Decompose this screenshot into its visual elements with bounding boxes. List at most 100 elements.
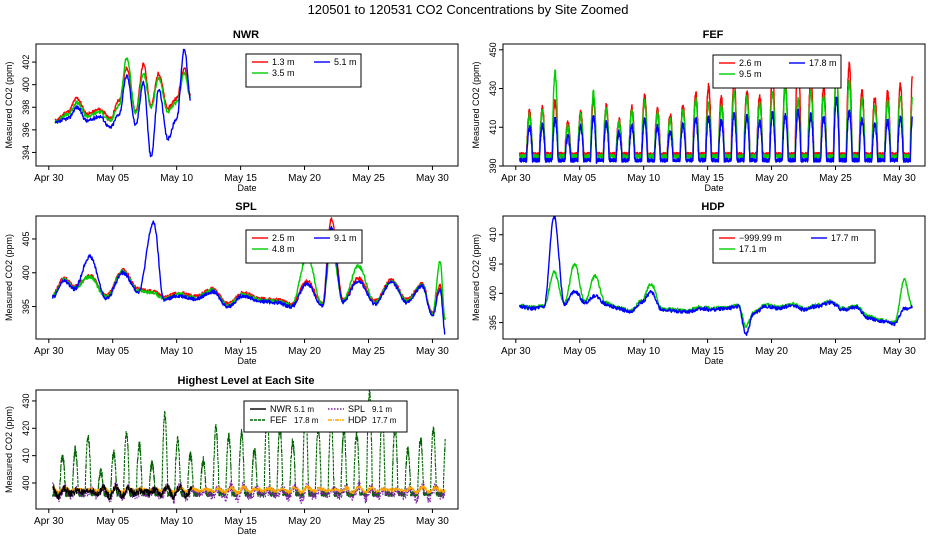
y-tick-label: 400 (21, 265, 31, 280)
x-tick-label: May 15 (691, 173, 724, 184)
x-tick-label: Apr 30 (501, 173, 531, 184)
legend-label: 17.8 m (809, 58, 837, 68)
panel-highest-level: Highest Level at Each Site Apr 30 May 05 Ma… (4, 375, 459, 536)
plot-frame (35, 43, 459, 167)
x-tick-label: May 20 (288, 516, 321, 527)
legend-label: 5.1 m (334, 57, 357, 67)
x-axis-label: Date (237, 356, 256, 366)
y-tick-label: 405 (21, 231, 31, 246)
series-line-17-7-m (518, 216, 913, 336)
legend-height: 17.8 m (294, 416, 319, 425)
y-tick-label: 400 (21, 475, 31, 490)
y-axis-label: Measured CO2 (ppm) (471, 234, 481, 321)
x-axis-label: Date (704, 356, 723, 366)
x-tick-label: May 15 (224, 346, 257, 357)
x-tick-label: May 30 (416, 173, 449, 184)
y-tick-label: 395 (21, 299, 31, 314)
x-tick-label: May 10 (160, 173, 193, 184)
x-tick-label: May 25 (352, 516, 385, 527)
legend: 2.5 m 9.1 m 4.8 m (245, 229, 363, 264)
series-group (51, 217, 446, 335)
x-tick-label: May 05 (563, 173, 596, 184)
x-tick-label: Apr 30 (501, 346, 531, 357)
y-tick-label: 410 (21, 448, 31, 463)
legend-label: 2.5 m (272, 233, 295, 243)
legend-height: 17.7 m (372, 416, 397, 425)
panel-hdp: HDP Apr 30 May 05 May 10 May 15 May 20 May 25 M… (471, 201, 926, 366)
y-tick-label: 410 (488, 120, 498, 135)
legend-label: 1.3 m (272, 57, 295, 67)
series-line-17-8-m (519, 96, 913, 164)
x-tick-label: May 10 (160, 346, 193, 357)
legend-label: 9.5 m (739, 69, 762, 79)
legend: 1.3 m 5.1 m 3.5 m (245, 53, 362, 88)
plot-frame (502, 43, 926, 167)
panel-title: SPL (235, 201, 257, 213)
y-tick-label: 430 (21, 393, 31, 408)
legend-height: 9.1 m (372, 405, 392, 414)
series-line-nwr-5-1-m (52, 483, 193, 501)
x-tick-label: Apr 30 (34, 173, 64, 184)
y-tick-label: 390 (488, 158, 498, 173)
y-tick-label: 405 (488, 257, 498, 272)
legend-label: 4.8 m (272, 244, 295, 254)
legend-box (245, 53, 362, 88)
legend-label: 17.1 m (739, 244, 767, 254)
legend: 2.6 m 17.8 m 9.5 m (712, 54, 842, 89)
legend-label: −999.99 m (739, 233, 782, 243)
plot-frame (502, 215, 926, 340)
x-tick-label: May 30 (883, 173, 916, 184)
y-tick-label: 450 (488, 42, 498, 57)
panel-title: Highest Level at Each Site (178, 375, 315, 387)
series-group (54, 48, 191, 158)
legend: −999.99 m 17.7 m 17.1 m (712, 229, 876, 264)
legend: NWR 5.1 m SPL 9.1 m FEF 17.8 m HDP 17.7 m (243, 400, 408, 433)
plot-frame (35, 389, 459, 510)
panel-spl: SPL Apr 30 May 05 May 10 May 15 May 20 May 25 M… (4, 201, 459, 366)
x-tick-label: May 20 (755, 173, 788, 184)
x-axis-label: Date (704, 183, 723, 193)
x-tick-label: Apr 30 (34, 346, 64, 357)
panel-title: FEF (703, 29, 724, 41)
x-tick-label: May 20 (755, 346, 788, 357)
legend-box (243, 400, 408, 433)
legend-label: 3.5 m (272, 68, 295, 78)
x-tick-label: May 25 (352, 173, 385, 184)
x-tick-label: May 15 (224, 173, 257, 184)
x-tick-label: May 20 (288, 346, 321, 357)
panel-title: HDP (701, 201, 724, 213)
series-group (52, 390, 446, 505)
x-tick-label: May 15 (224, 516, 257, 527)
y-tick-label: 400 (21, 77, 31, 92)
legend-label: HDP (348, 415, 367, 425)
y-tick-label: 398 (21, 100, 31, 115)
y-tick-label: 420 (21, 421, 31, 436)
x-tick-label: May 10 (160, 516, 193, 527)
panel-title: NWR (233, 29, 259, 41)
y-tick-label: 430 (488, 81, 498, 96)
x-tick-label: May 30 (416, 516, 449, 527)
y-tick-label: 410 (488, 227, 498, 242)
series-group (518, 216, 913, 336)
y-axis-label: Measured CO2 (ppm) (471, 61, 481, 148)
legend-label: 2.6 m (739, 58, 762, 68)
legend-label: NWR (270, 404, 292, 414)
x-tick-label: May 30 (416, 346, 449, 357)
legend-label: FEF (270, 415, 288, 425)
y-tick-label: 400 (488, 286, 498, 301)
legend-box (712, 229, 876, 264)
x-tick-label: May 20 (288, 173, 321, 184)
y-tick-label: 394 (21, 145, 31, 160)
y-tick-label: 396 (21, 122, 31, 137)
x-tick-label: May 05 (96, 173, 129, 184)
series-line-4-8-m (51, 243, 446, 321)
legend-box (712, 54, 842, 89)
series-line-3-5-m (54, 57, 191, 124)
x-tick-label: May 05 (96, 516, 129, 527)
x-tick-label: May 30 (883, 346, 916, 357)
figure-title: 120501 to 120531 CO2 Concentrations by S… (308, 2, 629, 17)
y-axis-label: Measured CO2 (ppm) (4, 234, 14, 321)
x-tick-label: May 25 (819, 346, 852, 357)
series-group (518, 54, 913, 164)
